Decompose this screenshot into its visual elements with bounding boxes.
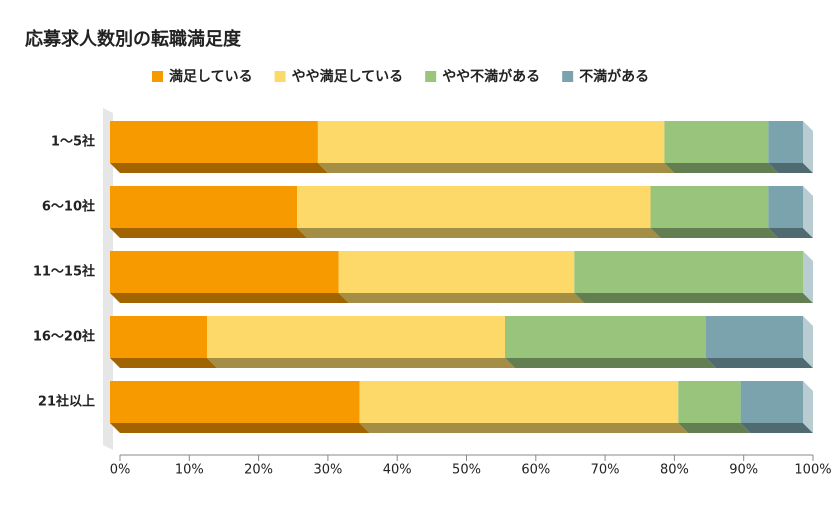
- bar: [110, 186, 298, 228]
- bar-depth: [110, 358, 218, 368]
- y-tick-label: 1〜5社: [51, 134, 95, 150]
- x-tick-label: 100%: [794, 463, 831, 478]
- legend-swatch: [562, 71, 574, 82]
- bar-depth: [317, 163, 675, 173]
- chart-title: 応募求人数別の転職満足度: [25, 28, 242, 50]
- bar-depth: [768, 228, 813, 238]
- y-tick-label: 16〜20社: [33, 329, 95, 345]
- bar: [505, 316, 706, 358]
- bar-depth: [359, 423, 689, 433]
- bar-end: [803, 121, 813, 173]
- bar-depth: [207, 358, 516, 368]
- bar-depth: [110, 163, 328, 173]
- bar-depth: [110, 423, 370, 433]
- bar: [650, 186, 769, 228]
- legend-swatch: [274, 71, 286, 82]
- bar-depth: [505, 358, 716, 368]
- legend-swatch: [152, 71, 163, 82]
- x-tick-label: 30%: [313, 463, 342, 478]
- bar-depth: [338, 293, 585, 303]
- x-tick-label: 80%: [660, 463, 689, 478]
- bar: [740, 381, 803, 423]
- bar-depth: [678, 423, 751, 433]
- legend-label: 満足している: [169, 68, 253, 85]
- y-tick-label: 11〜15社: [33, 264, 95, 280]
- x-tick-label: 20%: [244, 463, 273, 478]
- y-tick-label: 21社以上: [38, 394, 95, 410]
- bar: [574, 251, 803, 293]
- bar: [678, 381, 741, 423]
- bar-depth: [664, 163, 779, 173]
- bar: [110, 121, 318, 163]
- bar: [317, 121, 665, 163]
- bar: [297, 186, 651, 228]
- legend-label: やや不満がある: [442, 68, 540, 85]
- bar-depth: [110, 293, 349, 303]
- bar: [359, 381, 679, 423]
- x-tick-label: 70%: [591, 463, 620, 478]
- bar-end: [803, 186, 813, 238]
- y-tick-label: 6〜10社: [42, 199, 95, 215]
- bar-end: [803, 251, 813, 303]
- x-tick-label: 50%: [452, 463, 481, 478]
- x-tick-label: 10%: [175, 463, 204, 478]
- bar-end: [803, 316, 813, 368]
- bar-depth: [297, 228, 661, 238]
- bar-depth: [705, 358, 813, 368]
- bar: [110, 251, 339, 293]
- bar: [207, 316, 506, 358]
- x-tick-label: 40%: [383, 463, 412, 478]
- bar: [768, 186, 803, 228]
- bar: [705, 316, 803, 358]
- bar: [110, 381, 360, 423]
- bar: [110, 316, 208, 358]
- legend-swatch: [425, 71, 437, 82]
- bar: [768, 121, 803, 163]
- bar-depth: [110, 228, 308, 238]
- x-tick-label: 60%: [521, 463, 550, 478]
- x-tick-label: 0%: [110, 463, 131, 478]
- x-tick-label: 90%: [729, 463, 758, 478]
- bar-end: [803, 381, 813, 433]
- bar: [338, 251, 575, 293]
- bar-depth: [574, 293, 813, 303]
- legend-label: 不満がある: [579, 68, 649, 85]
- legend-label: やや満足している: [292, 68, 404, 85]
- bar-depth: [740, 423, 813, 433]
- bar-depth: [650, 228, 779, 238]
- bar-depth: [768, 163, 813, 173]
- bar: [664, 121, 769, 163]
